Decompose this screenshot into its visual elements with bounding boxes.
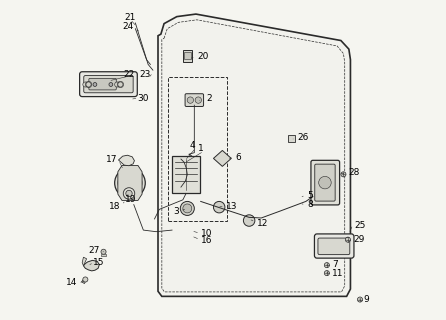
Text: 27: 27: [88, 246, 99, 255]
Circle shape: [101, 249, 106, 254]
Text: 18: 18: [109, 202, 120, 211]
Circle shape: [214, 201, 225, 213]
Circle shape: [115, 168, 145, 198]
Text: 30: 30: [138, 94, 149, 103]
FancyBboxPatch shape: [89, 78, 116, 90]
Circle shape: [86, 82, 91, 87]
Circle shape: [345, 237, 351, 242]
Circle shape: [118, 82, 123, 87]
Circle shape: [83, 82, 88, 87]
FancyBboxPatch shape: [314, 234, 354, 258]
Text: 11: 11: [332, 268, 343, 278]
FancyBboxPatch shape: [84, 76, 133, 93]
FancyBboxPatch shape: [185, 94, 203, 107]
Circle shape: [187, 97, 194, 103]
Circle shape: [180, 201, 194, 215]
Polygon shape: [214, 150, 231, 166]
Text: 13: 13: [226, 202, 238, 211]
Text: 5: 5: [308, 190, 314, 200]
Text: 4: 4: [190, 141, 195, 150]
Circle shape: [183, 204, 192, 213]
Circle shape: [126, 190, 132, 197]
Bar: [168, 77, 227, 220]
FancyBboxPatch shape: [311, 160, 339, 205]
Text: 3: 3: [173, 207, 179, 216]
Bar: [288, 135, 295, 142]
Text: 9: 9: [364, 295, 370, 304]
Text: 23: 23: [139, 70, 150, 79]
Text: 24: 24: [122, 22, 133, 31]
Circle shape: [324, 270, 330, 276]
Polygon shape: [119, 155, 134, 166]
Text: 1: 1: [198, 144, 203, 153]
Circle shape: [195, 97, 202, 103]
Text: 2: 2: [206, 94, 212, 103]
Text: 15: 15: [93, 258, 104, 267]
Circle shape: [357, 297, 363, 302]
Text: 19: 19: [125, 195, 136, 204]
Text: 17: 17: [106, 155, 117, 164]
Circle shape: [93, 83, 97, 86]
Text: 20: 20: [197, 52, 208, 61]
Text: 12: 12: [256, 219, 268, 228]
Text: 7: 7: [332, 260, 338, 269]
Text: 10: 10: [201, 229, 213, 238]
Text: 6: 6: [236, 153, 241, 162]
Text: 28: 28: [348, 168, 359, 177]
Circle shape: [341, 172, 346, 177]
Circle shape: [319, 176, 331, 189]
Bar: [172, 156, 200, 194]
Text: 8: 8: [308, 200, 314, 209]
Text: 25: 25: [354, 221, 366, 230]
Circle shape: [324, 263, 330, 268]
Bar: [183, 50, 192, 62]
Circle shape: [244, 215, 255, 226]
Circle shape: [115, 82, 120, 87]
Text: 16: 16: [201, 236, 213, 245]
Text: 22: 22: [123, 70, 134, 79]
Text: 21: 21: [124, 13, 136, 22]
Circle shape: [83, 277, 88, 282]
Polygon shape: [82, 279, 86, 284]
Bar: [101, 254, 106, 256]
FancyBboxPatch shape: [318, 238, 350, 255]
Text: 29: 29: [353, 235, 364, 244]
Polygon shape: [83, 260, 99, 271]
Circle shape: [109, 83, 113, 86]
Circle shape: [121, 174, 139, 192]
FancyBboxPatch shape: [80, 72, 137, 97]
Polygon shape: [118, 165, 142, 200]
Bar: [185, 52, 191, 59]
Polygon shape: [82, 257, 87, 266]
Text: 14: 14: [66, 278, 77, 287]
Polygon shape: [158, 14, 351, 296]
FancyBboxPatch shape: [315, 164, 335, 201]
Circle shape: [123, 188, 135, 199]
Text: 26: 26: [297, 132, 308, 141]
